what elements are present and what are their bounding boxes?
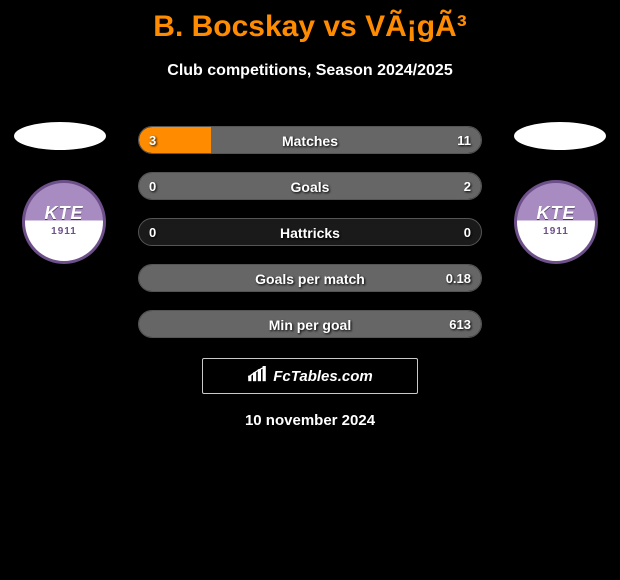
stat-row-goals-per-match: 0.18Goals per match xyxy=(138,264,482,292)
player-right-avatar xyxy=(514,122,606,150)
stat-fill-right xyxy=(139,311,481,337)
club-crest-left-year: 1911 xyxy=(51,226,77,237)
footer-date: 10 november 2024 xyxy=(0,412,620,429)
club-crest-left-name: KTE xyxy=(45,203,84,224)
brand-text: FcTables.com xyxy=(273,368,372,385)
stat-row-hattricks: 0 0Hattricks xyxy=(138,218,482,246)
stat-row-min-per-goal: 613Min per goal xyxy=(138,310,482,338)
stat-label: Hattricks xyxy=(139,219,481,246)
club-crest-right-name: KTE xyxy=(537,203,576,224)
chart-icon xyxy=(247,366,267,387)
brand-box: FcTables.com xyxy=(202,358,418,394)
stat-fill-right xyxy=(139,173,481,199)
stat-row-goals: 02Goals xyxy=(138,172,482,200)
stat-value-left: 0 xyxy=(149,219,156,246)
club-crest-right: KTE 1911 xyxy=(514,180,598,264)
stat-fill-right xyxy=(139,265,481,291)
page-subtitle: Club competitions, Season 2024/2025 xyxy=(0,62,620,80)
club-crest-left: KTE 1911 xyxy=(22,180,106,264)
player-left-avatar xyxy=(14,122,106,150)
club-crest-right-year: 1911 xyxy=(543,226,569,237)
stat-fill-right xyxy=(211,127,481,153)
page-title: B. Bocskay vs VÃ¡gÃ³ xyxy=(0,0,620,44)
stat-value-right: 0 xyxy=(464,219,471,246)
stats-bars: 311Matches 02Goals 0 0Hattricks 0.18Goals pe… xyxy=(138,126,482,356)
stat-fill-left xyxy=(139,127,211,153)
page-root: B. Bocskay vs VÃ¡gÃ³ Club competitions, … xyxy=(0,0,620,580)
stat-row-matches: 311Matches xyxy=(138,126,482,154)
